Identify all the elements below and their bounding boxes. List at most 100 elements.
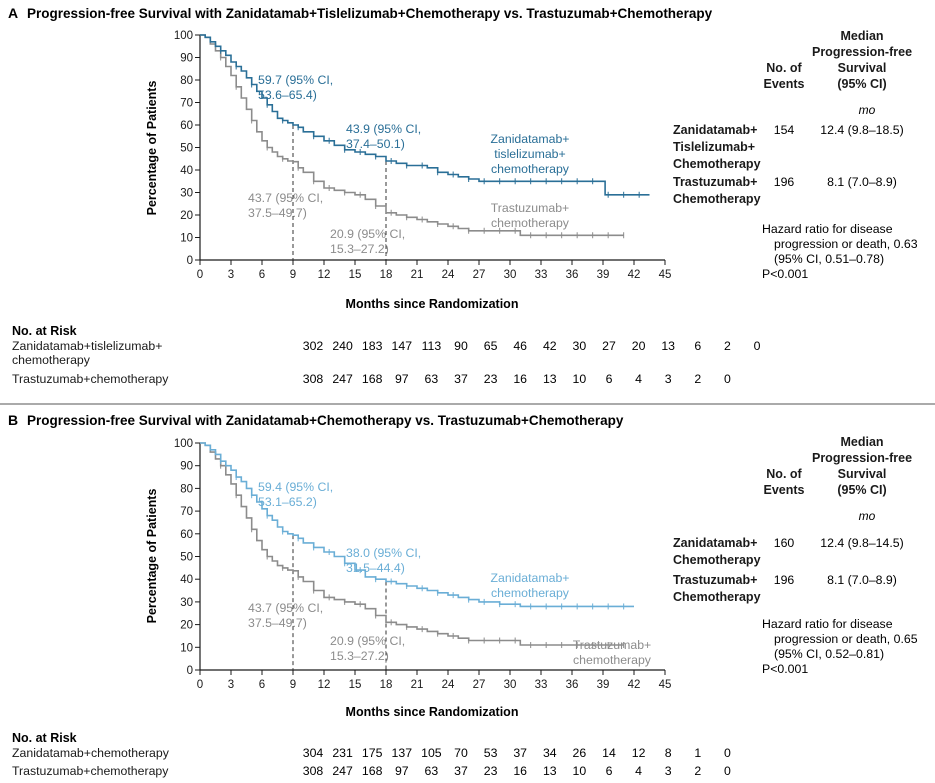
p0-x-tick-label: 6 xyxy=(259,269,265,281)
p1-annotation: 38.0 (95% CI, 31.5–44.4) xyxy=(346,546,421,575)
p0-unit-label: mo xyxy=(859,103,876,117)
p1-risk-value: 37 xyxy=(513,746,527,760)
p0-median-value: 12.4 (9.8–18.5) xyxy=(820,123,903,137)
p0-x-tick-label: 18 xyxy=(380,269,393,281)
p0-risk-value: 6 xyxy=(694,339,701,353)
p1-risk-value: 8 xyxy=(665,746,672,760)
p1-x-tick-label: 27 xyxy=(473,679,486,691)
p1-annotation: 43.7 (95% CI, 37.5–49.7) xyxy=(248,601,323,630)
p1-x-tick-label: 42 xyxy=(628,679,641,691)
p0-risk-value: 65 xyxy=(484,339,498,353)
p0-annotation: 43.7 (95% CI, 37.5–49.7) xyxy=(248,191,323,220)
p0-series-1-line xyxy=(200,34,624,237)
p1-x-tick-label: 45 xyxy=(659,679,672,691)
p0-median-value: 8.1 (7.0–8.9) xyxy=(827,175,897,189)
p0-risk-value: 42 xyxy=(543,339,557,353)
p0-y-tick-label: 70 xyxy=(180,98,193,110)
p1-risk-value: 70 xyxy=(454,746,468,760)
p1-series-1-label: Trastuzumab+ chemotherapy xyxy=(573,638,652,667)
p1-unit-label: mo xyxy=(859,509,876,523)
p1-median-value: 8.1 (7.0–8.9) xyxy=(827,573,897,587)
p0-risk-value: 23 xyxy=(484,372,498,386)
p0-risk-value: 302 xyxy=(303,339,324,353)
p0-x-tick-label: 21 xyxy=(411,269,424,281)
p0-risk-value: 113 xyxy=(422,339,442,353)
p1-risk-value: 53 xyxy=(484,746,498,760)
p0-events-header: No. of Events xyxy=(764,61,805,91)
panel-a-risk-heading: No. at Risk xyxy=(12,324,77,338)
p0-x-tick-label: 39 xyxy=(597,269,610,281)
p0-y-tick-label: 60 xyxy=(180,120,193,132)
p0-risk-value: 183 xyxy=(362,339,383,353)
p1-events-value: 196 xyxy=(774,573,795,587)
p1-y-tick-label: 90 xyxy=(180,461,193,473)
p0-risk-value: 16 xyxy=(513,372,527,386)
p0-group-label: Zanidatamab+ Tislelizumab+ Chemotherapy xyxy=(673,123,761,171)
p1-x-tick-label: 33 xyxy=(535,679,548,691)
p0-x-tick-label: 42 xyxy=(628,269,641,281)
p0-risk-row-label: Zanidatamab+tislelizumab+ chemotherapy xyxy=(12,339,162,367)
p1-events-value: 160 xyxy=(774,536,795,550)
panel-a: A Progression-free Survival with Zanidat… xyxy=(8,5,918,386)
p1-annotation: 59.4 (95% CI, 53.1–65.2) xyxy=(258,480,333,509)
p1-risk-value: 247 xyxy=(332,764,353,778)
p1-risk-value: 0 xyxy=(724,764,731,778)
p1-risk-value: 2 xyxy=(694,764,701,778)
p1-risk-value: 37 xyxy=(454,764,468,778)
p0-risk-value: 168 xyxy=(362,372,383,386)
p1-y-tick-label: 0 xyxy=(187,665,193,677)
panel-a-ylabel: Percentage of Patients xyxy=(145,81,159,216)
p0-x-tick-label: 15 xyxy=(349,269,362,281)
p0-y-tick-label: 20 xyxy=(180,210,193,222)
p0-risk-value: 0 xyxy=(754,339,761,353)
p0-series-0-line xyxy=(200,34,650,196)
p0-x-tick-label: 9 xyxy=(290,269,296,281)
p0-events-value: 196 xyxy=(774,175,795,189)
p0-y-tick-label: 0 xyxy=(187,255,193,267)
p1-risk-value: 6 xyxy=(606,764,613,778)
p1-risk-value: 168 xyxy=(362,764,383,778)
p0-risk-value: 2 xyxy=(724,339,731,353)
p0-x-tick-label: 0 xyxy=(197,269,203,281)
p0-x-tick-label: 3 xyxy=(228,269,234,281)
p1-risk-value: 304 xyxy=(303,746,324,760)
p1-risk-value: 34 xyxy=(543,746,557,760)
p1-risk-value: 4 xyxy=(635,764,642,778)
p1-x-tick-label: 3 xyxy=(228,679,234,691)
panel-a-label: A xyxy=(8,5,18,21)
panel-b-label: B xyxy=(8,412,18,428)
p0-y-tick-label: 90 xyxy=(180,53,193,65)
p1-y-tick-label: 40 xyxy=(180,574,193,586)
p0-x-tick-label: 33 xyxy=(535,269,548,281)
p1-y-tick-label: 30 xyxy=(180,597,193,609)
p1-x-tick-label: 24 xyxy=(442,679,455,691)
p1-x-tick-label: 0 xyxy=(197,679,203,691)
p1-x-tick-label: 21 xyxy=(411,679,424,691)
p0-y-tick-label: 80 xyxy=(180,75,193,87)
p0-y-tick-label: 40 xyxy=(180,165,193,177)
p1-risk-value: 308 xyxy=(303,764,324,778)
p1-risk-value: 16 xyxy=(513,764,527,778)
p0-risk-value: 13 xyxy=(543,372,557,386)
p1-events-header: No. of Events xyxy=(764,467,805,497)
p0-x-tick-label: 27 xyxy=(473,269,486,281)
p1-risk-row-label: Trastuzumab+chemotherapy xyxy=(12,764,169,778)
panel-a-title: Progression-free Survival with Zanidatam… xyxy=(27,6,713,21)
p0-risk-value: 63 xyxy=(425,372,439,386)
p1-series-0-label: Zanidatamab+ chemotherapy xyxy=(491,571,570,600)
p0-x-tick-label: 45 xyxy=(659,269,672,281)
p1-risk-value: 13 xyxy=(543,764,557,778)
panel-b-title: Progression-free Survival with Zanidatam… xyxy=(27,413,624,428)
p0-risk-value: 27 xyxy=(602,339,616,353)
p1-risk-value: 3 xyxy=(665,764,672,778)
p1-risk-value: 63 xyxy=(425,764,439,778)
p0-x-tick-label: 30 xyxy=(504,269,517,281)
p0-median-header: Median Progression-free Survival (95% CI) xyxy=(812,29,912,91)
p0-annotation: 20.9 (95% CI, 15.3–27.2) xyxy=(330,227,405,256)
p1-x-tick-label: 9 xyxy=(290,679,296,691)
panel-b-risk-heading: No. at Risk xyxy=(12,731,77,745)
p0-risk-value: 97 xyxy=(395,372,409,386)
p0-y-tick-label: 100 xyxy=(174,30,193,42)
p0-risk-value: 308 xyxy=(303,372,324,386)
